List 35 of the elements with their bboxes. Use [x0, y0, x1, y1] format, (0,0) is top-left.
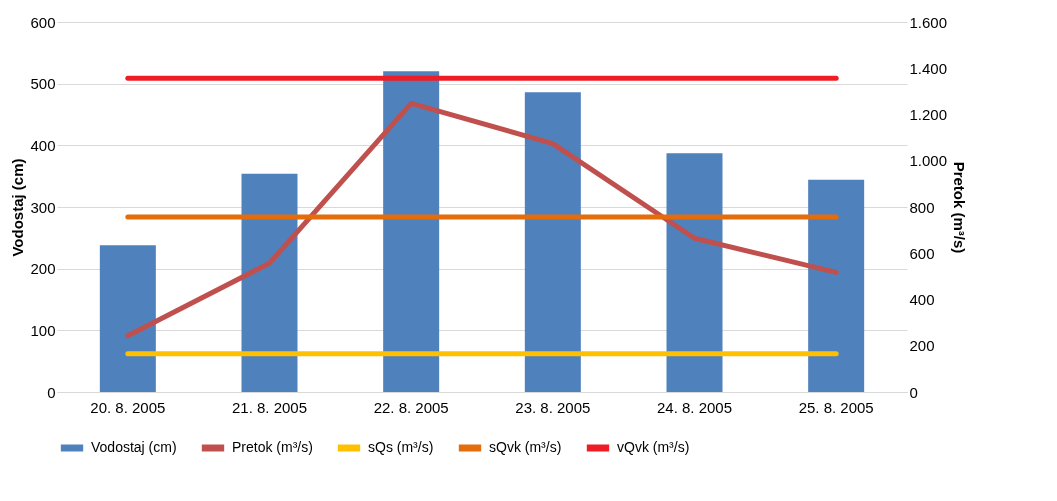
legend-label: Pretok (m³/s): [232, 439, 313, 455]
x-tick-label: 20. 8. 2005: [90, 398, 166, 416]
bar: [99, 245, 156, 392]
y-axis-title: Vodostaj (cm): [9, 158, 27, 257]
y2-tick-label: 800: [909, 198, 935, 216]
y-tick-label: 500: [30, 75, 56, 93]
x-tick-label: 23. 8. 2005: [515, 398, 591, 416]
y2-axis-title: Pretok (m³/s): [951, 161, 969, 254]
y-tick-label: 600: [30, 13, 56, 31]
x-tick-label: 25. 8. 2005: [798, 398, 874, 416]
y2-tick-label: 1.000: [909, 152, 948, 170]
bar: [666, 153, 723, 392]
x-tick-label: 21. 8. 2005: [231, 398, 308, 416]
x-tick-label: 22. 8. 2005: [373, 398, 449, 416]
y2-tick-label: 1.200: [909, 106, 948, 123]
bar: [383, 71, 440, 392]
y-tick-label: 200: [30, 260, 56, 278]
y2-tick-label: 400: [909, 291, 935, 308]
legend-label: vQvk (m³/s): [617, 439, 690, 455]
legend-label: sQs (m³/s): [368, 439, 434, 455]
y-tick-label: 0: [47, 383, 56, 401]
legend-label: sQvk (m³/s): [489, 439, 562, 455]
x-tick-label: 24. 8. 2005: [656, 398, 733, 416]
legend-label: Vodostaj (cm): [91, 439, 177, 455]
y2-tick-label: 600: [909, 244, 935, 262]
y2-tick-label: 1.400: [909, 59, 948, 77]
y-tick-label: 400: [30, 136, 56, 154]
bar: [241, 173, 298, 392]
y-tick-label: 300: [30, 198, 56, 216]
y2-tick-label: 0: [909, 383, 918, 401]
y2-tick-label: 200: [909, 337, 935, 355]
bar: [524, 92, 581, 392]
bar: [808, 179, 865, 392]
y2-tick-label: 1.600: [909, 13, 948, 31]
y-tick-label: 100: [30, 321, 56, 339]
